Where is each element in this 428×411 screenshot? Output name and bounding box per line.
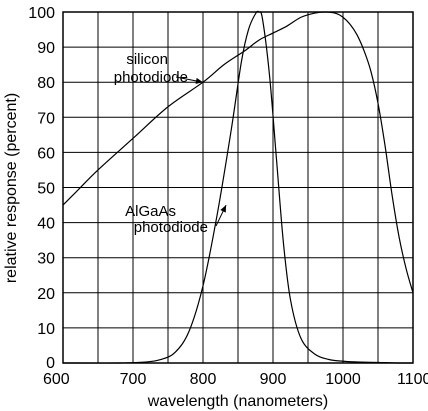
y-tick-label: 50 xyxy=(37,181,55,198)
x-axis-label: wavelength (nanometers) xyxy=(147,393,329,410)
x-tick-label: 1100 xyxy=(397,371,428,388)
annotation-label-line: silicon xyxy=(126,51,168,68)
y-tick-label: 40 xyxy=(37,216,55,233)
algaas-response-curve xyxy=(62,10,414,364)
x-tick-label: 1000 xyxy=(325,371,361,388)
annotation-arrowhead xyxy=(195,77,203,84)
y-axis-ticks: 0 10 20 30 40 50 60 70 80 90 100 xyxy=(28,5,55,372)
annotation-label-line: AlGaAs xyxy=(125,203,176,220)
y-tick-label: 0 xyxy=(46,355,55,372)
y-axis-label: relative response (percent) xyxy=(3,93,20,283)
annotation-label-line: photodiode xyxy=(134,219,208,236)
grid-lines xyxy=(63,12,413,363)
y-tick-label: 30 xyxy=(37,251,55,268)
y-tick-label: 20 xyxy=(37,286,55,303)
y-tick-label: 80 xyxy=(37,75,55,92)
x-tick-label: 600 xyxy=(43,371,70,388)
x-axis-ticks: 600 700 800 900 1000 1100 xyxy=(43,371,428,388)
y-tick-label: 70 xyxy=(37,110,55,127)
y-tick-label: 100 xyxy=(28,5,55,22)
x-tick-label: 800 xyxy=(190,371,217,388)
x-tick-label: 700 xyxy=(120,371,147,388)
silicon-response-curve xyxy=(62,11,414,293)
response-curves xyxy=(62,10,414,364)
annotation-arrowhead xyxy=(220,205,227,213)
x-tick-label: 900 xyxy=(260,371,287,388)
y-tick-label: 60 xyxy=(37,145,55,162)
annotation-label-line: photodiode xyxy=(114,69,188,86)
y-tick-label: 90 xyxy=(37,40,55,57)
y-tick-label: 10 xyxy=(37,321,55,338)
plot-area-frame xyxy=(62,11,414,364)
